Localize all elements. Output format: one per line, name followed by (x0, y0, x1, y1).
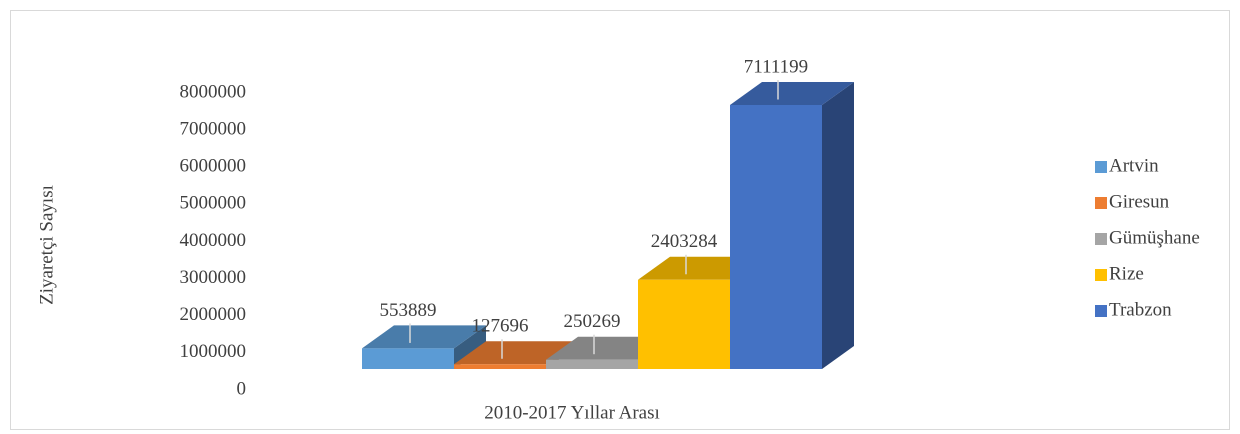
y-tick-label: 3000000 (180, 267, 247, 288)
legend-label: Giresun (1109, 191, 1170, 212)
y-tick-label: 5000000 (180, 193, 247, 214)
y-tick-label: 1000000 (180, 341, 247, 362)
legend-swatch (1095, 233, 1107, 245)
bar (362, 348, 454, 369)
bar-side (454, 325, 486, 369)
legend-swatch (1095, 161, 1107, 173)
bar (638, 279, 730, 369)
data-label: 7111199 (744, 56, 808, 77)
legend-label: Trabzon (1109, 299, 1172, 320)
data-label: 553889 (380, 300, 437, 321)
legend-label: Gümüşhane (1109, 227, 1200, 248)
data-label: 2403284 (651, 231, 718, 252)
bar (546, 359, 638, 369)
legend-swatch (1095, 197, 1107, 209)
bar-top (362, 325, 486, 349)
data-label: 250269 (564, 311, 621, 332)
bar-side (822, 81, 854, 369)
data-label: 127696 (472, 316, 529, 337)
y-tick-label: 7000000 (180, 118, 247, 139)
legend-swatch (1095, 269, 1107, 281)
y-tick-label: 2000000 (180, 304, 247, 325)
legend-label: Artvin (1109, 155, 1159, 176)
y-tick-label: 0 (237, 378, 247, 399)
y-tick-label: 8000000 (180, 81, 247, 102)
y-tick-label: 6000000 (180, 156, 247, 177)
bar-top (454, 341, 578, 365)
x-tick-label: 2010-2017 Yıllar Arası (484, 402, 660, 423)
y-axis-label: Ziyaretçi Sayısı (36, 185, 57, 305)
bar-top (730, 81, 854, 105)
legend-swatch (1095, 305, 1107, 317)
bar (454, 364, 546, 369)
y-tick-label: 4000000 (180, 230, 247, 251)
legend-label: Rize (1109, 263, 1144, 284)
bar (730, 104, 822, 369)
